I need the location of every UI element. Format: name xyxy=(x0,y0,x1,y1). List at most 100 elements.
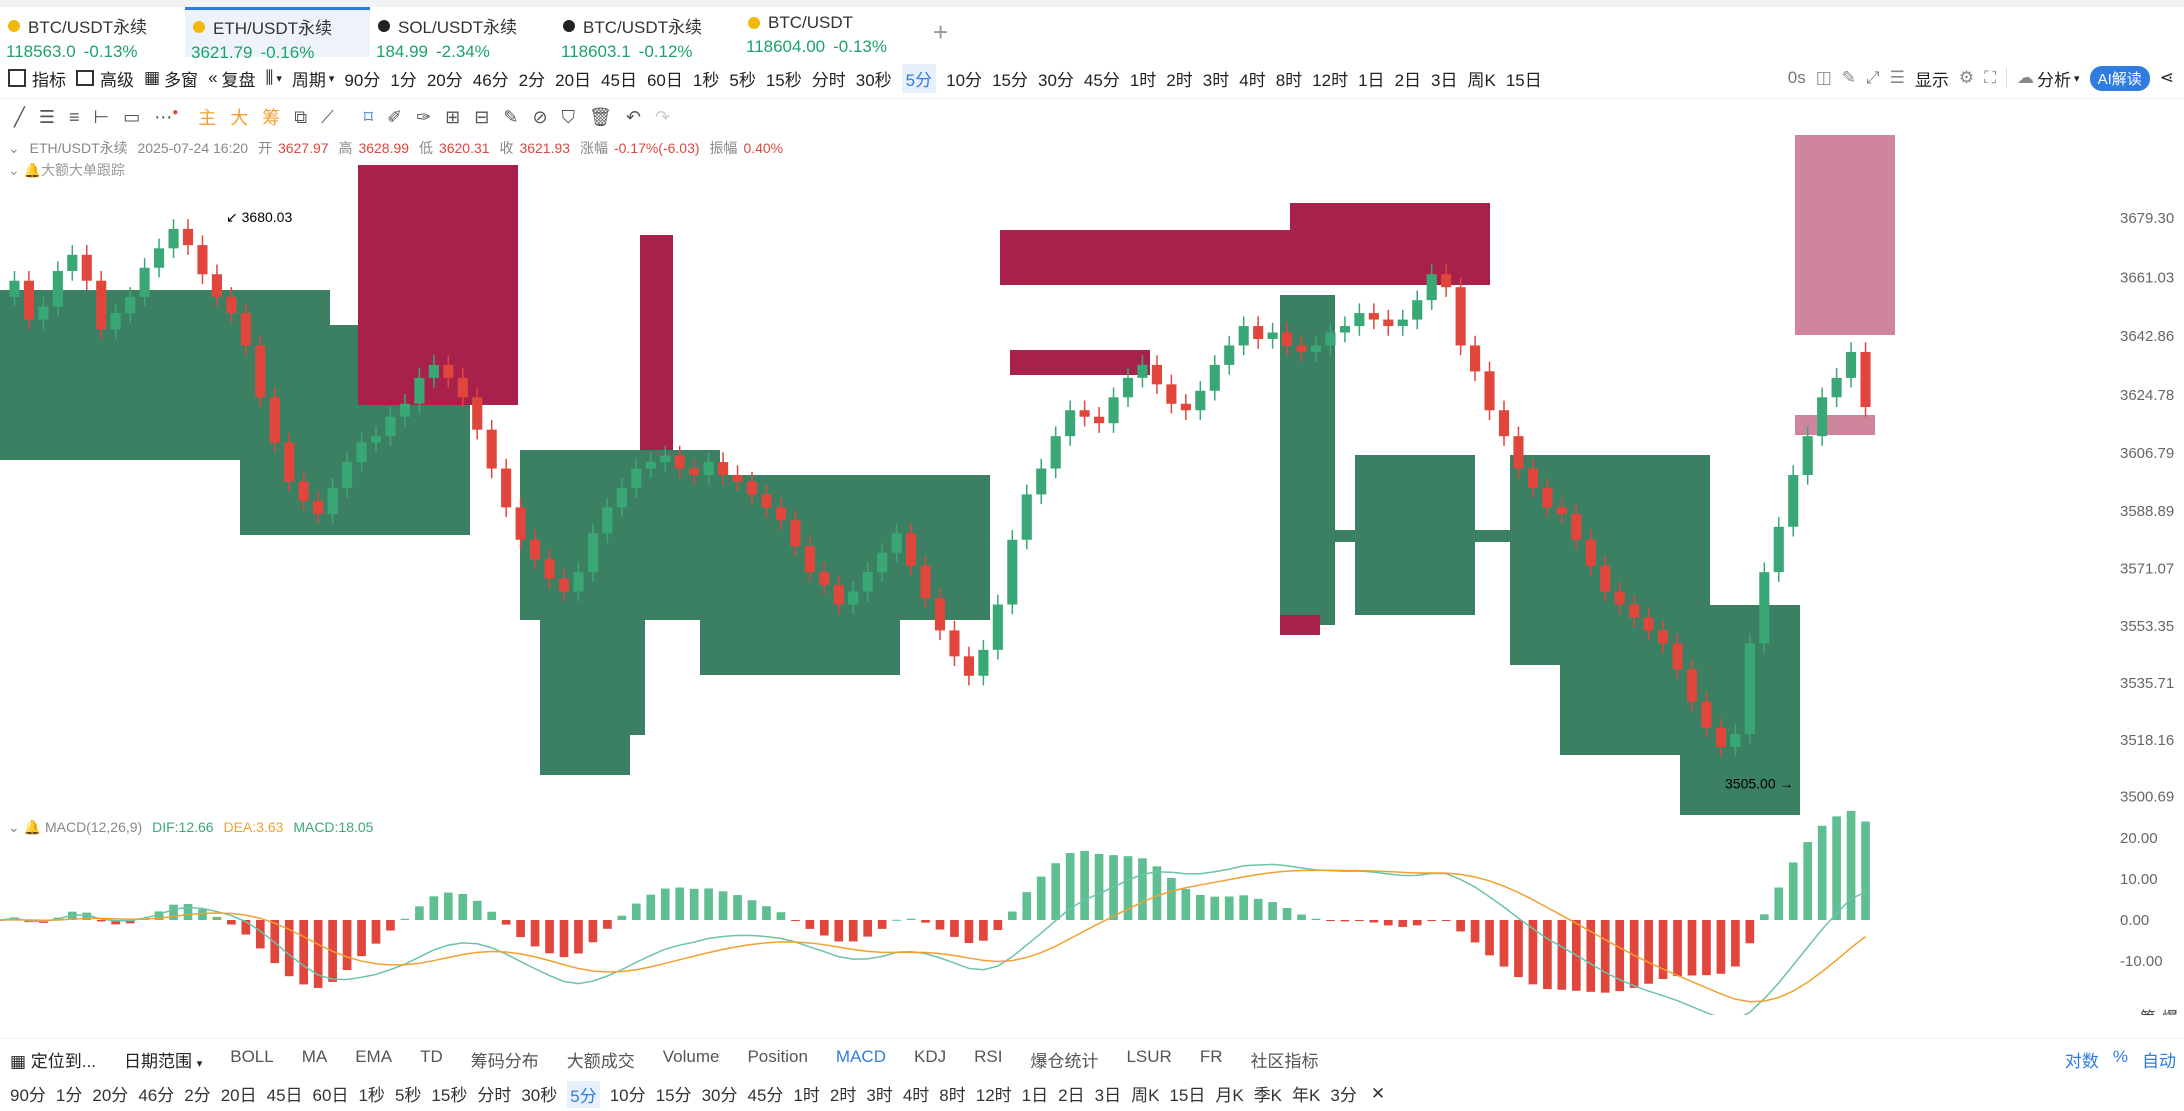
close-icon[interactable]: ✕ xyxy=(1370,1084,1386,1103)
period-item[interactable]: 8时 xyxy=(1275,70,1303,90)
compare-tool-icon[interactable]: ⊞ xyxy=(445,106,461,127)
bottom-period-item[interactable]: 15日 xyxy=(1169,1085,1206,1105)
bottom-period-item[interactable]: 月K xyxy=(1215,1085,1244,1105)
symbol-tab[interactable]: ETH/USDT永续 3621.79 -0.16% xyxy=(185,7,370,62)
locate-button[interactable]: ▦ 定位到... xyxy=(10,1047,96,1072)
indicator-item[interactable]: Position xyxy=(747,1046,808,1066)
ai-button[interactable]: AI解读 xyxy=(2089,65,2150,91)
period-item[interactable]: 15秒 xyxy=(765,70,802,90)
axis-option[interactable]: 对数 xyxy=(2064,1051,2099,1071)
bottom-period-item[interactable]: 4时 xyxy=(902,1085,930,1105)
bottom-period-item[interactable]: 20日 xyxy=(220,1085,257,1105)
horizontal-tool-icon[interactable]: ⊢ xyxy=(93,106,110,127)
period-item[interactable]: 12时 xyxy=(1312,70,1349,90)
period-item[interactable]: 3时 xyxy=(1202,70,1230,90)
bottom-period-item[interactable]: 年K xyxy=(1292,1085,1321,1105)
indicator-item[interactable]: 大额成交 xyxy=(566,1051,635,1071)
bottom-period-item[interactable]: 3日 xyxy=(1094,1085,1122,1105)
advanced-button[interactable]: 高级 xyxy=(76,66,134,91)
period-item[interactable]: 45分 xyxy=(1083,70,1120,90)
bottom-period-item[interactable]: 46分 xyxy=(138,1085,175,1105)
period-item[interactable]: 2时 xyxy=(1166,70,1193,90)
camera-icon[interactable]: ◫ xyxy=(1815,68,1832,87)
axis-option[interactable]: % xyxy=(2112,1046,2128,1066)
period-item[interactable]: 分时 xyxy=(811,70,846,90)
bottom-period-item[interactable]: 季K xyxy=(1253,1085,1283,1105)
multiwindow-button[interactable]: ▦ 多窗 xyxy=(144,66,198,91)
period-item[interactable]: 5分 xyxy=(901,63,937,93)
replay-button[interactable]: «复盘 xyxy=(208,66,255,91)
period-item[interactable]: 15日 xyxy=(1505,70,1542,90)
date-range-button[interactable]: 日期范围 ▾ xyxy=(124,1047,202,1072)
indicator-item[interactable]: Volume xyxy=(662,1046,720,1066)
bottom-period-item[interactable]: 1日 xyxy=(1021,1085,1049,1105)
list-icon[interactable]: ☰ xyxy=(1889,68,1905,87)
bookmark-tool-icon[interactable]: ⌑ xyxy=(363,106,373,127)
rect-tool-icon[interactable]: ▭ xyxy=(123,106,141,127)
bottom-period-item[interactable]: 分时 xyxy=(477,1085,512,1105)
indicator-item[interactable]: KDJ xyxy=(913,1046,947,1066)
bottom-period-item[interactable]: 3分 xyxy=(1330,1085,1357,1105)
line-tool-icon[interactable]: ╱ xyxy=(14,106,25,127)
settings-icon[interactable]: ⚙ xyxy=(1958,68,1975,87)
period-item[interactable]: 2分 xyxy=(518,70,546,90)
legend-toggle-icon[interactable]: ⌄ xyxy=(8,140,20,156)
indicator-item[interactable]: RSI xyxy=(974,1046,1003,1066)
period-item[interactable]: 20日 xyxy=(555,70,592,90)
period-item[interactable]: 45日 xyxy=(601,70,637,90)
bottom-period-item[interactable]: 30分 xyxy=(701,1085,738,1105)
period-item[interactable]: 3日 xyxy=(1431,70,1458,90)
filter-tool-icon[interactable]: ⛉ xyxy=(561,106,576,127)
legend-toggle-icon[interactable]: ⌄ xyxy=(8,819,20,835)
bottom-period-item[interactable]: 2时 xyxy=(829,1085,857,1105)
chip-toggle[interactable]: 筹 xyxy=(262,108,281,128)
more-tools-icon[interactable]: ⋯● xyxy=(154,106,179,127)
expand-icon[interactable]: ⤢ xyxy=(1866,68,1880,87)
indicator-item[interactable]: 爆仓统计 xyxy=(1030,1051,1099,1071)
period-item[interactable]: 1时 xyxy=(1129,70,1157,90)
bottom-period-item[interactable]: 1分 xyxy=(55,1085,83,1105)
indicator-item[interactable]: BOLL xyxy=(230,1046,274,1066)
legend-toggle-icon[interactable]: ⌄ xyxy=(8,162,20,178)
bottom-period-item[interactable]: 周K xyxy=(1131,1085,1160,1105)
indicator-item[interactable]: 筹码分布 xyxy=(470,1051,539,1071)
parallel-tool-icon[interactable]: ☰ xyxy=(38,106,55,127)
period-item[interactable]: 周K xyxy=(1467,70,1496,90)
bottom-period-item[interactable]: 10分 xyxy=(609,1085,646,1105)
bottom-period-item[interactable]: 5秒 xyxy=(394,1085,422,1105)
chart-type-button[interactable]: ⫼ ▾ xyxy=(266,68,282,88)
main-toggle[interactable]: 主 xyxy=(198,108,217,128)
bottom-period-item[interactable]: 12时 xyxy=(975,1085,1012,1105)
period-item[interactable]: 90分 xyxy=(344,70,381,90)
bottom-period-item[interactable]: 15分 xyxy=(655,1085,692,1105)
price-chart[interactable]: 3679.30 3661.03 3642.86 3624.78 3606.79 3588.… xyxy=(0,135,2184,1015)
redo-icon[interactable]: ↷ xyxy=(654,106,671,127)
ruler-tool-icon[interactable]: ⟋ xyxy=(321,106,334,127)
period-button[interactable]: 周期 ▾ xyxy=(292,66,335,91)
period-item[interactable]: 1秒 xyxy=(692,70,720,90)
bottom-period-item[interactable]: 2日 xyxy=(1058,1085,1085,1105)
period-item[interactable]: 20分 xyxy=(426,70,463,90)
fullscreen-icon[interactable]: ⛶ xyxy=(1984,68,1997,87)
pencil-icon[interactable]: ✎ xyxy=(1841,68,1857,87)
indicator-item[interactable]: MA xyxy=(301,1046,328,1066)
bottom-period-item[interactable]: 1时 xyxy=(793,1085,820,1105)
symbol-tab[interactable]: BTC/USDT永续 118563.0 -0.13% xyxy=(0,7,185,61)
period-item[interactable]: 30分 xyxy=(1037,70,1074,90)
indicator-item[interactable]: LSUR xyxy=(1126,1046,1172,1066)
period-item[interactable]: 5秒 xyxy=(729,70,756,90)
symbol-tab[interactable]: BTC/USDT 118604.00 -0.13% xyxy=(740,7,925,57)
period-item[interactable]: 4时 xyxy=(1239,70,1266,90)
period-item[interactable]: 30秒 xyxy=(855,70,892,90)
bottom-period-item[interactable]: 20分 xyxy=(92,1085,129,1105)
undo-icon[interactable]: ↶ xyxy=(625,106,641,127)
lock-tool-icon[interactable]: ⊟ xyxy=(474,106,490,127)
period-item[interactable]: 1日 xyxy=(1358,70,1385,90)
bottom-period-item[interactable]: 90分 xyxy=(10,1085,46,1105)
indicator-item[interactable]: EMA xyxy=(355,1046,393,1066)
period-item[interactable]: 2日 xyxy=(1394,70,1422,90)
display-button[interactable]: 显示 xyxy=(1914,70,1949,90)
period-item[interactable]: 1分 xyxy=(390,70,417,90)
period-item[interactable]: 60日 xyxy=(646,70,683,90)
indicator-item[interactable]: TD xyxy=(420,1046,443,1066)
